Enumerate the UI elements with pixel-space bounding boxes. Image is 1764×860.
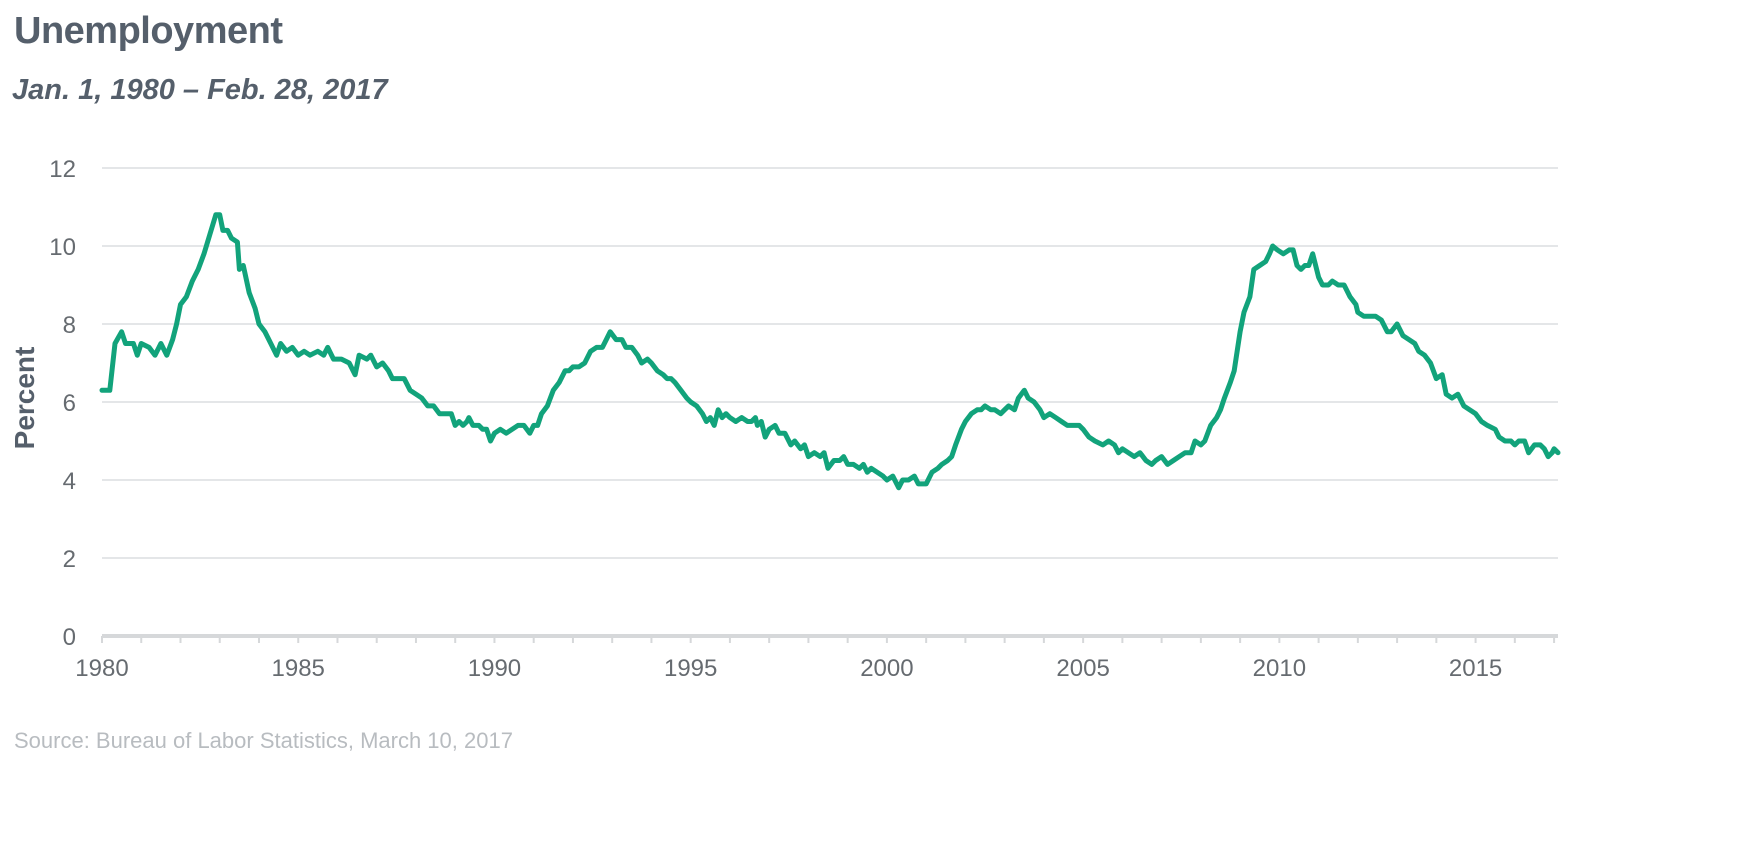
- y-axis-title: Percent: [9, 347, 40, 450]
- chart-title: Unemployment: [14, 10, 283, 52]
- gridlines: [102, 167, 1558, 559]
- y-axis: 0 2 4 6 8 10 12: [49, 156, 76, 651]
- y-tick-label: 2: [63, 546, 76, 573]
- x-tick-label: 2005: [1056, 655, 1109, 682]
- x-tick-label: 2000: [860, 655, 913, 682]
- chart-subtitle: Jan. 1, 1980 – Feb. 28, 2017: [12, 74, 388, 106]
- x-tick-label: 1980: [75, 655, 128, 682]
- unemployment-series-line: [99, 212, 1561, 491]
- y-tick-label: 10: [49, 234, 76, 261]
- x-axis: [101, 634, 1558, 643]
- x-tick-label: 2015: [1449, 655, 1502, 682]
- y-tick-label: 8: [63, 312, 76, 339]
- y-tick-label: 0: [63, 624, 76, 651]
- y-tick-label: 4: [63, 468, 76, 495]
- source-note: Source: Bureau of Labor Statistics, Marc…: [14, 728, 513, 753]
- x-tick-label: 1995: [664, 655, 717, 682]
- x-tick-label: 2010: [1253, 655, 1306, 682]
- x-axis-labels: 1980 1985 1990 1995 2000 2005 2010 2015: [75, 655, 1502, 682]
- x-tick-label: 1990: [468, 655, 521, 682]
- y-tick-label: 6: [63, 390, 76, 417]
- x-tick-label: 1985: [272, 655, 325, 682]
- y-tick-label: 12: [49, 156, 76, 183]
